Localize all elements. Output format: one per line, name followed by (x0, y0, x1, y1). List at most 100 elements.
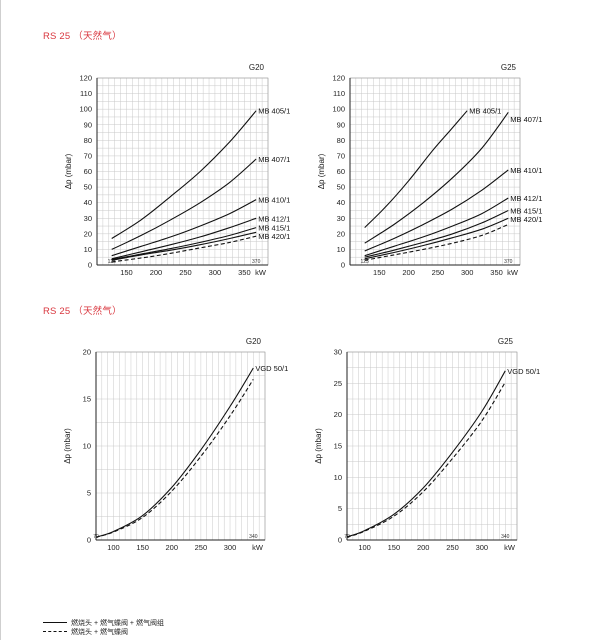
range-mark-label: 340 (501, 534, 510, 540)
series-label: MB 420/1 (258, 232, 290, 241)
series-label: MB 420/1 (510, 215, 542, 224)
series-line (364, 169, 509, 252)
series-label: VGD 50/1 (255, 364, 288, 373)
x-axis-label: kW (507, 268, 519, 277)
y-tick-label: 10 (334, 473, 342, 482)
series-line (364, 209, 509, 258)
x-tick-label: 150 (120, 268, 133, 277)
page-edge-line (0, 0, 1, 640)
series-line-dashed (95, 379, 254, 538)
y-tick-label: 70 (84, 151, 92, 160)
y-tick-label: 0 (338, 536, 342, 545)
series-label: MB 412/1 (258, 214, 290, 223)
x-tick-label: 300 (476, 543, 489, 552)
series-line (111, 199, 257, 257)
y-tick-label: 20 (83, 348, 91, 357)
y-tick-label: 0 (87, 536, 91, 545)
range-mark-label: 370 (504, 259, 513, 265)
y-tick-label: 10 (83, 442, 91, 451)
series-line (111, 231, 257, 261)
x-tick-label: 200 (166, 543, 179, 552)
x-tick-label: 150 (373, 268, 386, 277)
y-tick-label: 40 (84, 198, 92, 207)
y-tick-label: 10 (337, 245, 345, 254)
series-label: MB 407/1 (258, 155, 290, 164)
y-tick-label: 100 (79, 105, 92, 114)
series-line (111, 217, 257, 260)
series-line-dashed (364, 223, 509, 261)
y-tick-label: 0 (341, 261, 345, 270)
y-tick-label: 100 (332, 105, 345, 114)
series-line-dashed (111, 235, 257, 263)
x-tick-label: 300 (209, 268, 222, 277)
x-tick-label: 300 (461, 268, 474, 277)
legend-dashed-label: 燃烧头 + 燃气蝶阀 (71, 628, 128, 636)
y-tick-label: 90 (84, 120, 92, 129)
section-title-bottom: RS 25 （天然气） (43, 306, 122, 317)
x-tick-label: 200 (417, 543, 430, 552)
series-line (111, 227, 257, 261)
y-tick-label: 25 (334, 379, 342, 388)
legend-item-solid: 燃烧头 + 燃气蝶阀 + 燃气阀组 (43, 618, 164, 627)
y-tick-label: 120 (332, 74, 345, 83)
legend-dashed-line (43, 631, 67, 632)
x-tick-label: 100 (107, 543, 120, 552)
y-tick-label: 10 (84, 245, 92, 254)
chart-title: G25 (501, 63, 517, 72)
y-tick-label: 5 (338, 504, 342, 513)
series-label: MB 405/1 (258, 107, 290, 116)
range-mark-label: 340 (249, 534, 258, 540)
x-tick-label: 250 (195, 543, 208, 552)
range-mark-label: 370 (252, 259, 261, 265)
x-tick-label: 150 (388, 543, 401, 552)
y-tick-label: 5 (87, 489, 91, 498)
y-tick-label: 20 (337, 229, 345, 238)
range-mark-label: 125 (360, 259, 369, 265)
series-label: MB 410/1 (258, 196, 290, 205)
series-line (364, 197, 509, 257)
series-line (95, 367, 254, 538)
series-line (111, 110, 257, 239)
legend-solid-line (43, 622, 67, 623)
y-tick-label: 60 (337, 167, 345, 176)
y-tick-label: 90 (337, 120, 345, 129)
y-tick-label: 70 (337, 151, 345, 160)
chart-title: G20 (249, 63, 265, 72)
legend: 燃烧头 + 燃气蝶阀 + 燃气阀组 燃烧头 + 燃气蝶阀 (43, 618, 164, 636)
grid (349, 77, 521, 266)
y-tick-label: 15 (83, 395, 91, 404)
series-line (111, 158, 257, 250)
y-tick-label: 60 (84, 167, 92, 176)
x-tick-label: 100 (358, 543, 371, 552)
series-line (364, 110, 468, 228)
y-tick-label: 120 (79, 74, 92, 83)
chart-title: G25 (498, 337, 514, 346)
x-axis-label: kW (504, 543, 516, 552)
y-tick-label: 20 (334, 410, 342, 419)
chart-title: G20 (246, 337, 262, 346)
series-line (364, 217, 509, 260)
y-tick-label: 15 (334, 442, 342, 451)
series-label: MB 412/1 (510, 194, 542, 203)
y-tick-label: 50 (337, 183, 345, 192)
grid (346, 351, 518, 541)
x-tick-label: 300 (224, 543, 237, 552)
grid (96, 77, 269, 266)
y-axis-label: Δp (mbar) (317, 153, 326, 189)
x-tick-label: 200 (150, 268, 163, 277)
y-tick-label: 30 (334, 348, 342, 357)
y-tick-label: 30 (84, 214, 92, 223)
series-label: MB 415/1 (510, 206, 542, 215)
x-axis-label: kW (255, 268, 267, 277)
y-tick-label: 80 (337, 136, 345, 145)
legend-item-dashed: 燃烧头 + 燃气蝶阀 (43, 627, 164, 636)
series-label: MB 405/1 (469, 107, 501, 116)
series-label: MB 407/1 (510, 115, 542, 124)
series-label: MB 410/1 (510, 166, 542, 175)
x-tick-label: 350 (490, 268, 503, 277)
x-tick-label: 250 (432, 268, 445, 277)
x-tick-label: 250 (446, 543, 459, 552)
chart-g20-mb: 0 10 20 30 40 50 60 70 80 90 100 110 120 150 200 250 300… (64, 63, 290, 277)
